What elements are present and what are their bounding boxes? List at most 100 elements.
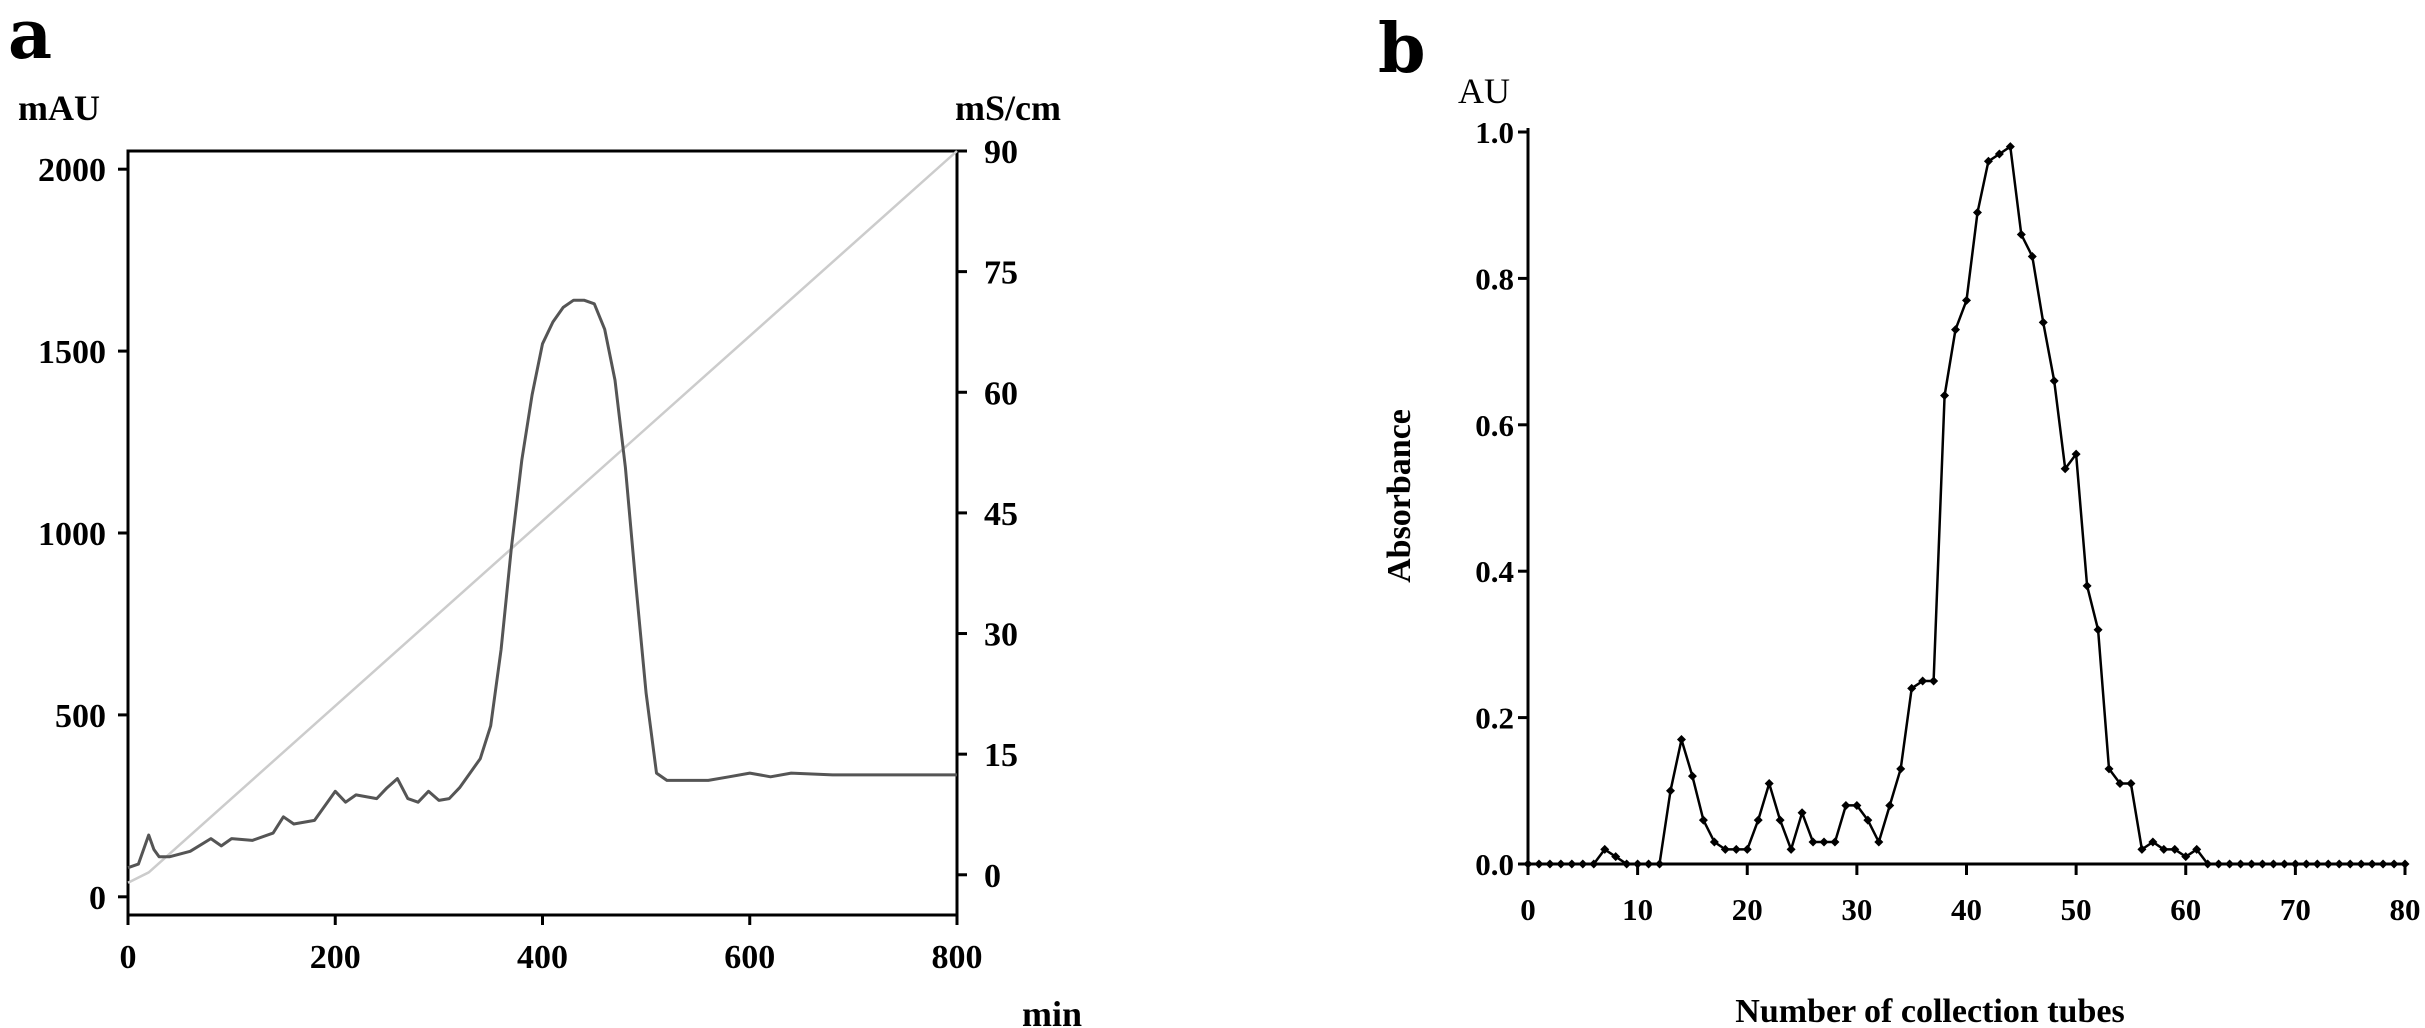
panel-b-data-point <box>2400 859 2410 869</box>
panel-a-left-unit: mAU <box>18 88 100 128</box>
panel-b-data-point <box>1896 764 1906 774</box>
panel-b-data-point <box>1676 735 1686 745</box>
panel-a-left-y-ticks: 0 500 1000 1500 2000 <box>38 152 128 917</box>
panel-b-data-point <box>2356 859 2366 869</box>
panel-b-y-tick-label: 0.2 <box>1475 701 1514 736</box>
panel-b: b AU 0 10 20 30 40 50 60 70 80 0.0 0.2 0.4 0.6 0.8 1.… <box>1378 9 2421 1028</box>
panel-b-data-point <box>1994 149 2004 159</box>
panel-b-data-point <box>1567 859 1577 869</box>
panel-b-x-tick-label: 30 <box>1841 892 1872 927</box>
panel-b-y-tick-label: 1.0 <box>1475 115 1514 150</box>
panel-b-data-point <box>2290 859 2300 869</box>
panel-b-x-tick-label: 20 <box>1732 892 1763 927</box>
panel-b-data-point <box>2257 859 2267 869</box>
panel-a-conductivity-line <box>127 150 958 884</box>
panel-a-right-y-ticks: 0 15 30 45 60 75 90 <box>957 134 1018 895</box>
panel-a-x-tick-label: 800 <box>932 939 983 976</box>
panel-a-x-unit: min <box>1022 994 1082 1028</box>
panel-b-data-point <box>1622 859 1632 869</box>
panel-a: a mAU mS/cm min 0 200 400 600 800 0500100015… <box>8 0 1082 1028</box>
panel-b-unit: AU <box>1458 71 1510 111</box>
panel-b-data-point <box>1753 815 1763 825</box>
panel-b-y-tick-label: 0.8 <box>1475 261 1514 296</box>
panel-b-y-ticks: 0.0 0.2 0.4 0.6 0.8 1.0 <box>1475 115 1528 882</box>
panel-b-data-point <box>2005 142 2015 152</box>
panel-b-data-point <box>2378 859 2388 869</box>
panel-b-data-point <box>2093 625 2103 635</box>
panel-a-absorbance-line <box>127 298 957 870</box>
panel-b-absorbance-line <box>1528 145 2405 866</box>
panel-a-right-y-tick-label: 75 <box>984 255 1018 292</box>
panel-b-data-point <box>1709 837 1719 847</box>
panel-a-right-unit: mS/cm <box>955 88 1061 128</box>
panel-b-letter: b <box>1378 9 1426 89</box>
panel-b-data-point <box>2301 859 2311 869</box>
panel-b-data-point <box>1808 837 1818 847</box>
panel-a-x-ticks: 0 200 400 600 800 <box>120 915 983 976</box>
panel-b-data-point <box>1589 859 1599 869</box>
panel-b-x-tick-label: 60 <box>2170 892 2201 927</box>
panel-b-x-ticks: 0 10 20 30 40 50 60 70 80 <box>1520 864 2421 927</box>
panel-b-data-point <box>2060 464 2070 474</box>
panel-b-y-title: Absorbance <box>1381 409 1418 583</box>
panel-b-data-point <box>2126 778 2136 788</box>
panel-b-x-tick-label: 40 <box>1951 892 1982 927</box>
panel-b-data-point <box>1885 800 1895 810</box>
panel-b-data-point <box>2170 844 2180 854</box>
panel-b-data-point <box>1983 156 1993 166</box>
panel-a-right-y-tick-label: 90 <box>984 134 1018 171</box>
panel-b-data-point <box>1951 325 1961 335</box>
panel-b-data-point <box>1731 844 1741 854</box>
panel-b-data-point <box>2016 229 2026 239</box>
panel-a-right-y-tick-label: 60 <box>984 375 1018 412</box>
panel-b-data-point <box>1863 815 1873 825</box>
panel-b-data-point <box>1545 859 1555 869</box>
panel-b-data-point <box>2312 859 2322 869</box>
panel-b-data-point <box>1578 859 1588 869</box>
panel-b-data-point <box>1644 859 1654 869</box>
panel-b-data-point <box>2159 844 2169 854</box>
panel-b-data-point <box>2367 859 2377 869</box>
panel-a-left-y-tick-label: 0 <box>89 880 106 917</box>
panel-a-left-y-tick-label: 500 <box>55 698 106 735</box>
panel-b-x-tick-label: 80 <box>2390 892 2421 927</box>
panel-b-data-point <box>1962 295 1971 305</box>
panel-b-x-title: Number of collection tubes <box>1735 993 2124 1028</box>
panel-b-y-tick-label: 0.0 <box>1475 847 1514 882</box>
panel-b-data-point <box>1666 786 1676 796</box>
panel-b-data-point <box>1841 800 1851 810</box>
panel-b-data-point <box>2203 859 2213 869</box>
panel-a-x-tick-label: 200 <box>310 939 361 976</box>
panel-b-data-point <box>2137 844 2147 854</box>
panel-b-data-point <box>1819 837 1829 847</box>
panel-b-data-point <box>1918 676 1928 686</box>
panel-b-data-point <box>2115 778 2125 788</box>
panel-a-right-y-tick-label: 0 <box>984 858 1001 895</box>
panel-b-data-point <box>1797 808 1807 818</box>
panel-b-data-point <box>1655 859 1665 869</box>
panel-a-x-tick-label: 600 <box>724 939 775 976</box>
panel-b-data-point <box>1940 391 1950 401</box>
panel-b-data-point <box>2389 859 2399 869</box>
panel-b-points <box>1523 142 2410 869</box>
panel-a-left-y-tick-label: 1000 <box>38 516 106 553</box>
panel-b-data-point <box>1611 852 1621 862</box>
panel-b-data-point <box>2247 859 2257 869</box>
panel-b-data-point <box>1687 771 1697 781</box>
panel-b-data-point <box>2071 449 2081 459</box>
panel-a-left-y-tick-label: 1500 <box>38 334 106 371</box>
panel-a-right-y-tick-label: 15 <box>984 737 1018 774</box>
panel-a-plot-frame <box>126 149 959 917</box>
panel-b-data-point <box>1720 844 1730 854</box>
panel-b-data-point <box>1764 778 1774 788</box>
panel-b-data-point <box>1556 859 1566 869</box>
panel-b-data-point <box>2082 581 2092 591</box>
panel-b-data-point <box>2236 859 2246 869</box>
panel-b-data-point <box>1523 859 1533 869</box>
panel-b-data-point <box>2214 859 2224 869</box>
panel-b-x-tick-label: 0 <box>1520 892 1536 927</box>
panel-b-data-point <box>1742 844 1752 854</box>
panel-b-data-point <box>2038 317 2048 327</box>
panel-a-x-tick-label: 400 <box>517 939 568 976</box>
